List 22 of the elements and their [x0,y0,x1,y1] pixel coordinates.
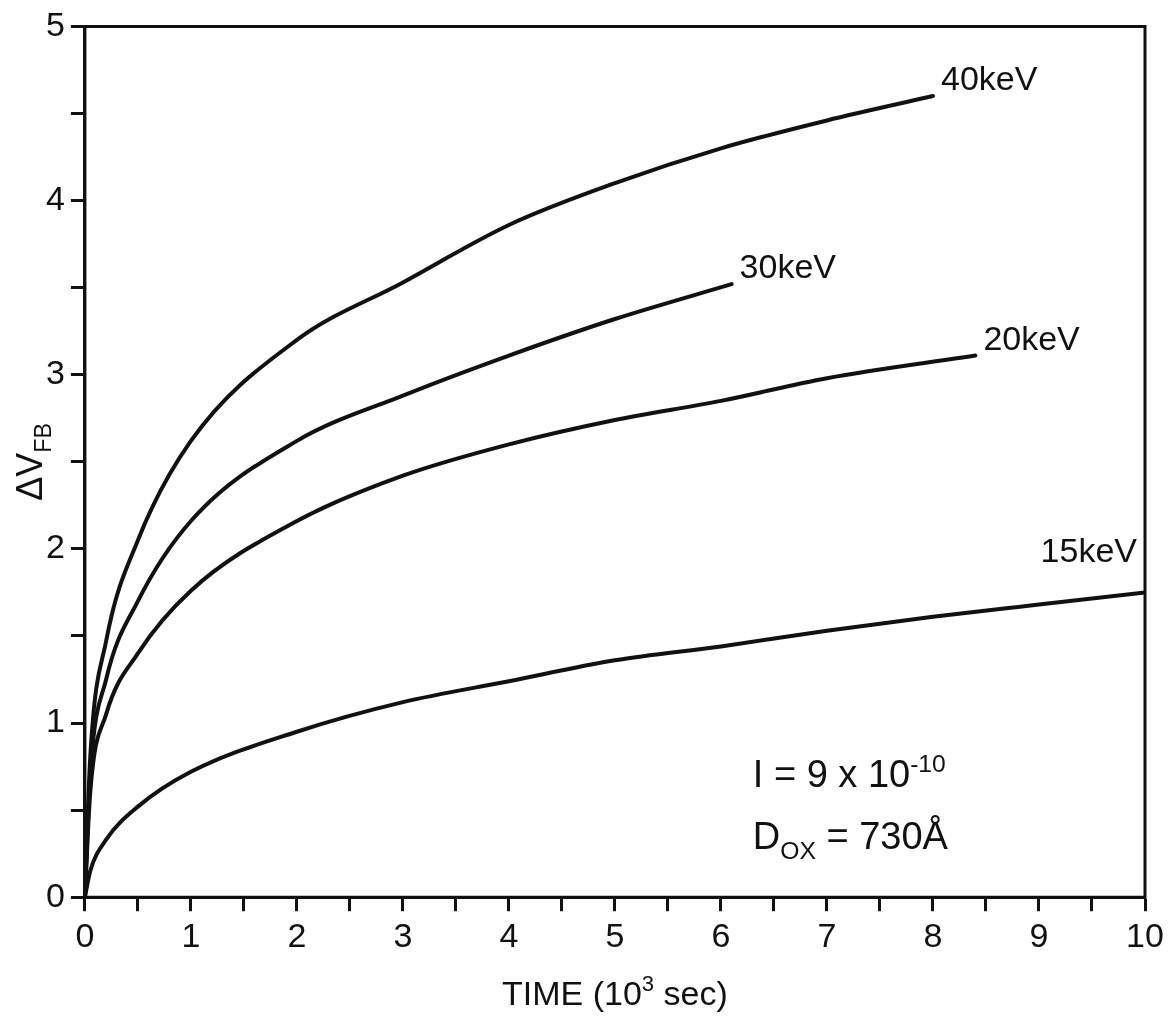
y-tick-label: 1 [45,701,65,740]
x-tick-label: 3 [393,915,413,954]
x-tick-label: 10 [1126,915,1164,954]
x-tick-label: 2 [287,915,307,954]
series-label: 20keV [983,318,1081,357]
x-tick-label: 7 [817,915,837,954]
x-tick-label: 9 [1029,915,1049,954]
y-tick-label: 0 [45,875,65,914]
y-tick-label: 2 [45,527,65,566]
series-label: 40keV [940,59,1038,98]
x-tick-label: 8 [923,915,943,954]
y-tick-label: 4 [45,178,65,217]
y-tick-label: 5 [45,4,65,43]
series-label: 15keV [1040,531,1138,570]
x-tick-label: 5 [605,915,625,954]
y-axis-title: ΔVFB [9,422,56,501]
x-tick-label: 1 [181,915,201,954]
x-tick-label: 6 [711,915,731,954]
x-tick-label: 0 [75,915,95,954]
x-tick-label: 4 [499,915,519,954]
series-label: 30keV [739,247,837,286]
y-tick-label: 3 [45,353,65,392]
